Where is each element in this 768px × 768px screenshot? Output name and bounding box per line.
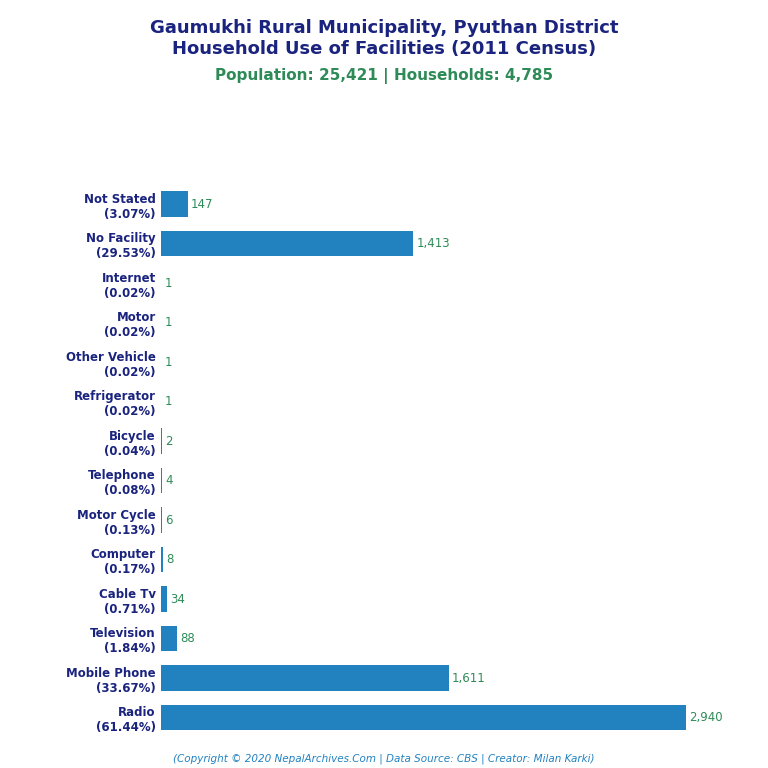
Text: 1,611: 1,611 — [452, 671, 485, 684]
Text: 8: 8 — [166, 553, 174, 566]
Bar — [161, 665, 449, 691]
Text: 6: 6 — [166, 514, 173, 527]
Text: 1: 1 — [164, 395, 172, 408]
Bar — [161, 586, 167, 612]
Bar — [161, 705, 686, 730]
Bar — [161, 230, 413, 257]
Text: 34: 34 — [170, 593, 185, 605]
Text: 1: 1 — [164, 356, 172, 369]
Text: 147: 147 — [190, 197, 214, 210]
Bar — [161, 547, 163, 572]
Text: 88: 88 — [180, 632, 195, 645]
Bar — [161, 191, 187, 217]
Text: Gaumukhi Rural Municipality, Pyuthan District: Gaumukhi Rural Municipality, Pyuthan Dis… — [150, 19, 618, 37]
Text: 2,940: 2,940 — [689, 711, 723, 724]
Text: 2: 2 — [165, 435, 172, 448]
Bar — [161, 507, 162, 533]
Text: 1: 1 — [164, 316, 172, 329]
Text: Population: 25,421 | Households: 4,785: Population: 25,421 | Households: 4,785 — [215, 68, 553, 84]
Text: 1,413: 1,413 — [416, 237, 450, 250]
Text: Household Use of Facilities (2011 Census): Household Use of Facilities (2011 Census… — [172, 40, 596, 58]
Text: 1: 1 — [164, 276, 172, 290]
Text: (Copyright © 2020 NepalArchives.Com | Data Source: CBS | Creator: Milan Karki): (Copyright © 2020 NepalArchives.Com | Da… — [174, 753, 594, 764]
Bar — [161, 626, 177, 651]
Text: 4: 4 — [165, 474, 173, 487]
